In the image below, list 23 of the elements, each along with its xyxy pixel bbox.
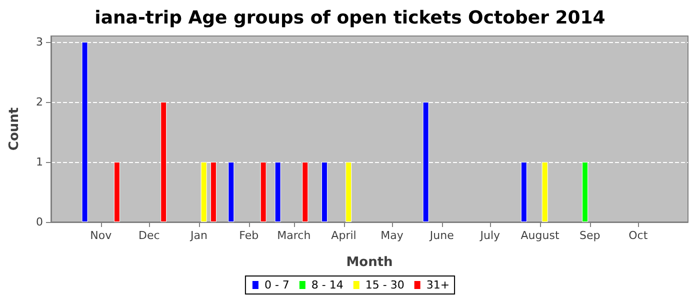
legend-label: 8 - 14 [311,278,344,292]
x-tick-label: Oct [628,229,648,242]
x-axis-title: Month [346,255,393,270]
chart-title: iana-trip Age groups of open tickets October 2014 [94,8,606,28]
x-tick-label: July [479,229,501,242]
y-tick-label: 0 [36,216,43,228]
y-tick-label: 3 [36,36,43,48]
x-tick-label: Dec [138,229,160,242]
x-tick-label: Nov [90,229,112,242]
x-tick-label: May [380,229,404,242]
legend-label: 15 - 30 [365,278,404,292]
x-tick-label: April [331,229,356,242]
x-tick-label: August [520,229,560,242]
x-tick-label: June [428,229,454,242]
x-tick-label: March [277,229,311,242]
y-tick-label: 1 [36,156,43,168]
legend-label: 0 - 7 [264,278,290,292]
x-tick-label: Sep [580,229,600,242]
y-axis-title: Count [7,107,22,151]
x-tick-label: Feb [239,229,259,242]
x-tick-label: Jan [190,229,208,242]
legend-label: 31+ [426,278,450,292]
y-tick-label: 2 [36,96,43,108]
